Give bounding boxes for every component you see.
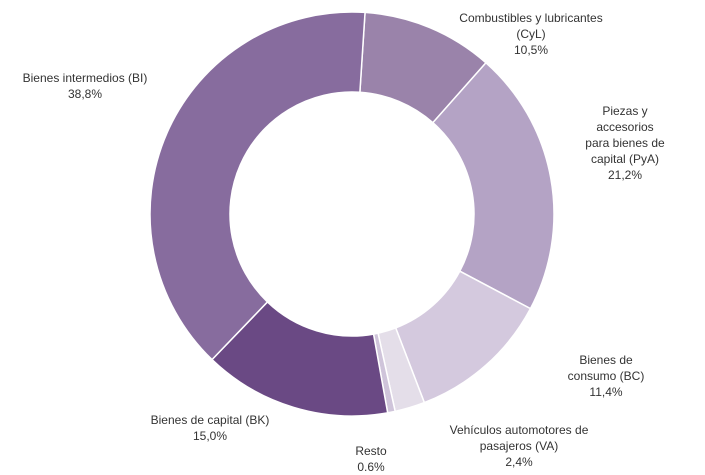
category-label: Resto: [355, 444, 387, 458]
donut-segment: [431, 61, 555, 310]
segment-label: Vehículos automotores de pasajeros (VA) 2…: [449, 422, 589, 470]
value-label: 21,2%: [607, 168, 643, 182]
value-label: 15,0%: [192, 429, 228, 443]
category-label: Combustibles y lubricantes (CyL): [459, 11, 603, 41]
category-label: Vehículos automotores de pasajeros (VA): [449, 423, 589, 453]
value-label: 10,5%: [513, 43, 549, 57]
segment-label: Piezas y accesorios para bienes de capit…: [585, 103, 665, 183]
category-label: Bienes de consumo (BC): [567, 353, 645, 383]
donut-segment: [149, 11, 366, 361]
segment-label: Combustibles y lubricantes (CyL) 10,5%: [444, 10, 618, 58]
value-label: 0.6%: [357, 460, 385, 474]
value-label: 11,4%: [589, 385, 623, 399]
category-label: Bienes intermedios (BI): [22, 71, 148, 85]
segment-label: Bienes intermedios (BI) 38,8%: [23, 70, 148, 102]
segment-label: Bienes de consumo (BC) 11,4%: [557, 352, 656, 400]
value-label: 38,8%: [67, 87, 103, 101]
value-label: 2,4%: [505, 455, 533, 469]
category-label: Piezas y accesorios para bienes de capit…: [585, 104, 665, 166]
category-label: Bienes de capital (BK): [150, 413, 270, 427]
segment-label: Bienes de capital (BK) 15,0%: [151, 412, 270, 444]
segment-label: Resto 0.6%: [355, 443, 386, 475]
